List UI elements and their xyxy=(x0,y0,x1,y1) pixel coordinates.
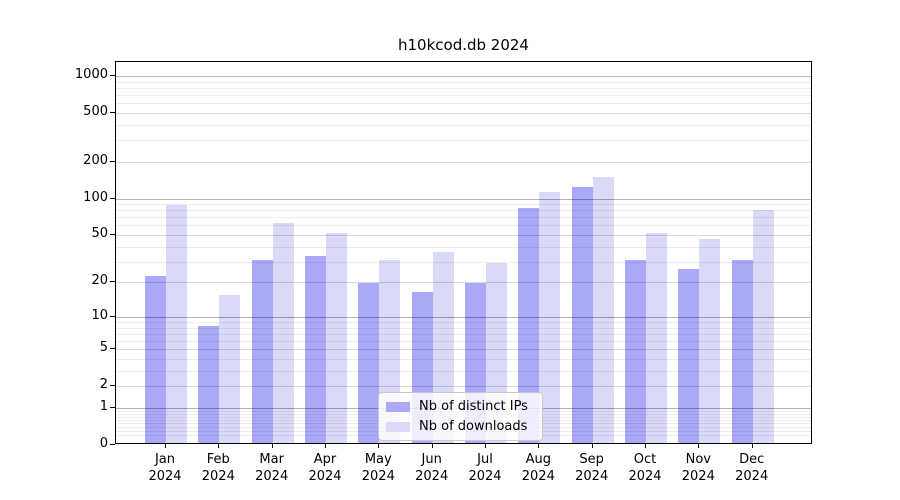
y-tick-label-200: 200 xyxy=(83,152,108,168)
bar-nov-distinct-ips xyxy=(678,269,700,443)
x-tick-label-apr: Apr 2024 xyxy=(308,452,342,484)
x-tick-mark-feb xyxy=(218,444,220,448)
y-tick-mark-100 xyxy=(110,197,115,199)
x-tick-label-mar: Mar 2024 xyxy=(255,452,289,484)
bar-mar-distinct-ips xyxy=(251,259,273,443)
x-tick-label-jul: Jul 2024 xyxy=(468,452,502,484)
legend-item-downloads: Nb of downloads xyxy=(386,419,533,434)
legend-swatch-distinct-ips xyxy=(386,401,410,412)
y-tick-mark-200 xyxy=(110,160,115,162)
y-tick-label-100: 100 xyxy=(83,189,108,205)
y-tick-label-10: 10 xyxy=(91,307,108,323)
x-tick-label-jan: Jan 2024 xyxy=(148,452,182,484)
bar-feb-distinct-ips xyxy=(198,325,220,443)
y-tick-mark-0 xyxy=(110,444,115,445)
bars-layer xyxy=(116,62,811,443)
x-tick-label-dec: Dec 2024 xyxy=(735,452,769,484)
x-tick-mark-jun xyxy=(431,444,433,448)
x-tick-mark-oct xyxy=(645,444,646,448)
plot-area xyxy=(115,61,812,444)
y-tick-mark-20 xyxy=(110,281,115,283)
bar-sep-downloads xyxy=(592,176,614,443)
y-tick-mark-10 xyxy=(110,315,115,317)
chart-title: h10kcod.db 2024 xyxy=(398,36,529,54)
x-tick-mark-jan xyxy=(165,444,166,448)
x-tick-mark-apr xyxy=(325,444,326,448)
legend-item-distinct-ips: Nb of distinct IPs xyxy=(386,399,533,414)
x-tick-mark-aug xyxy=(538,444,540,448)
bar-feb-downloads xyxy=(219,294,241,443)
bar-dec-downloads xyxy=(752,209,774,443)
y-tick-label-50: 50 xyxy=(91,226,108,241)
y-tick-mark-5 xyxy=(110,348,115,350)
x-tick-label-aug: Aug 2024 xyxy=(521,452,555,484)
bar-oct-downloads xyxy=(646,233,667,443)
bar-dec-distinct-ips xyxy=(731,259,753,443)
bar-sep-distinct-ips xyxy=(571,186,593,443)
x-tick-mark-dec xyxy=(751,444,753,448)
x-tick-mark-jul xyxy=(485,444,486,448)
bar-apr-downloads xyxy=(326,233,347,443)
legend: Nb of distinct IPs Nb of downloads xyxy=(378,392,543,441)
legend-label-downloads: Nb of downloads xyxy=(419,419,528,434)
bar-aug-downloads xyxy=(539,191,561,443)
x-tick-mark-nov xyxy=(698,444,700,448)
x-tick-mark-may xyxy=(378,444,380,448)
y-tick-label-1000: 1000 xyxy=(74,67,108,82)
y-tick-label-5: 5 xyxy=(99,340,108,356)
y-tick-mark-2 xyxy=(110,385,115,387)
x-tick-mark-sep xyxy=(591,444,593,448)
legend-label-distinct-ips: Nb of distinct IPs xyxy=(419,399,528,414)
x-tick-label-nov: Nov 2024 xyxy=(681,452,715,484)
x-tick-mark-mar xyxy=(271,444,273,448)
bar-oct-distinct-ips xyxy=(625,259,646,443)
x-tick-label-oct: Oct 2024 xyxy=(628,452,662,484)
y-tick-mark-1 xyxy=(110,407,115,408)
y-tick-mark-50 xyxy=(110,234,115,235)
y-tick-label-500: 500 xyxy=(83,104,108,119)
bar-mar-downloads xyxy=(272,223,294,443)
legend-swatch-downloads xyxy=(386,421,410,432)
y-tick-mark-500 xyxy=(110,112,115,113)
bar-jan-downloads xyxy=(166,205,187,443)
bar-apr-distinct-ips xyxy=(305,256,326,443)
bar-may-distinct-ips xyxy=(358,283,380,443)
x-tick-label-jun: Jun 2024 xyxy=(415,452,449,484)
y-tick-label-1: 1 xyxy=(99,399,108,414)
bar-nov-downloads xyxy=(699,238,721,443)
x-tick-label-may: May 2024 xyxy=(361,452,395,484)
y-tick-label-0: 0 xyxy=(99,436,108,451)
x-tick-label-feb: Feb 2024 xyxy=(201,452,235,484)
y-tick-label-20: 20 xyxy=(91,273,108,289)
y-tick-mark-1000 xyxy=(110,75,115,76)
bar-aug-distinct-ips xyxy=(518,208,540,443)
y-tick-label-2: 2 xyxy=(99,377,108,393)
bar-jan-distinct-ips xyxy=(145,275,166,443)
x-tick-label-sep: Sep 2024 xyxy=(575,452,609,484)
